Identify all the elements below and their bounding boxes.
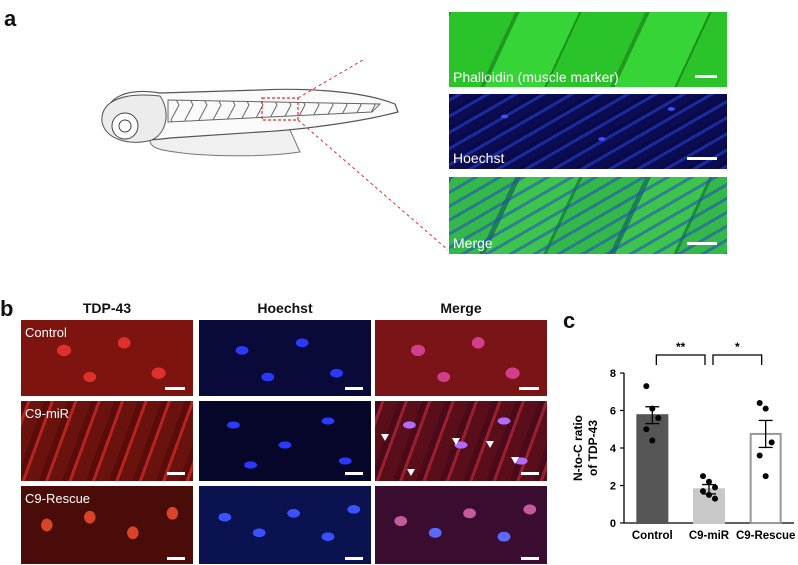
caption-phalloidin: Phalloidin (muscle marker) [453,69,619,85]
data-point [712,484,718,491]
scale-bar [521,557,539,560]
y-tick-label: 6 [610,406,616,418]
data-point [649,437,656,444]
micrograph-c9mir-merge [375,401,547,481]
y-tick-label: 8 [610,368,616,380]
scale-bar [167,472,185,475]
data-point [762,473,769,480]
data-point [768,439,775,446]
panel-b-label: b [0,296,14,321]
micrograph-control-merge [375,320,547,396]
scale-bar [345,387,363,390]
bar [636,414,669,524]
caption-hoechst: Hoechst [453,150,505,166]
micrograph-merge: Merge [449,177,727,254]
column-header-merge: Merge [440,300,482,316]
data-point [700,488,706,495]
scale-bar [687,242,717,245]
arrowhead-markers [381,434,519,476]
scale-bar [519,387,539,390]
zoom-region-box [261,97,299,121]
data-point [649,405,656,412]
scale-bar [521,472,539,475]
data-point [643,426,650,433]
micrograph-phalloidin: Phalloidin (muscle marker) [449,12,727,87]
row-label-c9mir: C9-miR [25,406,70,421]
data-point [706,491,712,498]
data-point [762,405,769,412]
scale-bar [167,557,185,560]
y-tick-label: 2 [610,481,616,493]
scale-bar [165,387,185,390]
y-axis-label-line1: N-to-C ratio [571,415,585,481]
x-tick-label: C9-miR [689,530,730,542]
data-point [756,452,763,459]
zebrafish-larva-drawing [101,60,449,251]
significance-bracket [655,354,706,365]
data-point [643,383,650,390]
scale-bar [695,75,717,78]
significance-bracket [712,354,763,365]
panel-a-label: a [4,6,17,31]
row-label-control: Control [25,325,67,340]
panel-c-label: c [563,308,576,333]
significance-label: ** [676,340,686,354]
scale-bar [687,157,717,160]
data-point [756,400,763,406]
column-header-hoechst: Hoechst [257,300,313,316]
bar-chart-ntoc-ratio: N-to-C ratio of TDP-43 0 2 4 6 8 Control C9-mi… [571,340,795,542]
data-point [655,415,662,421]
micrograph-c9mir-tdp43: C9-miR [21,401,193,481]
caption-merge: Merge [453,235,493,251]
scale-bar [345,472,363,475]
data-point [700,473,706,480]
x-tick-label: C9-Rescue [736,530,795,542]
x-tick-label: Control [632,530,673,542]
row-label-c9rescue: C9-Rescue [25,491,91,506]
y-tick-label: 0 [610,518,616,530]
significance-label: * [735,340,740,354]
micrograph-c9rescue-tdp43: C9-Rescue [21,486,193,564]
micrograph-c9rescue-hoechst [199,486,371,564]
data-point [706,478,712,485]
micrograph-control-tdp43: Control [21,320,193,396]
column-header-tdp43: TDP-43 [82,300,132,316]
micrograph-control-hoechst [199,320,371,396]
y-axis-label-line2: of TDP-43 [586,420,600,476]
micrograph-c9mir-hoechst [199,401,371,481]
data-point [712,495,718,502]
micrograph-hoechst: Hoechst [449,94,727,169]
micrograph-c9rescue-merge [375,486,547,564]
scale-bar [345,557,363,560]
y-tick-label: 4 [610,443,617,455]
